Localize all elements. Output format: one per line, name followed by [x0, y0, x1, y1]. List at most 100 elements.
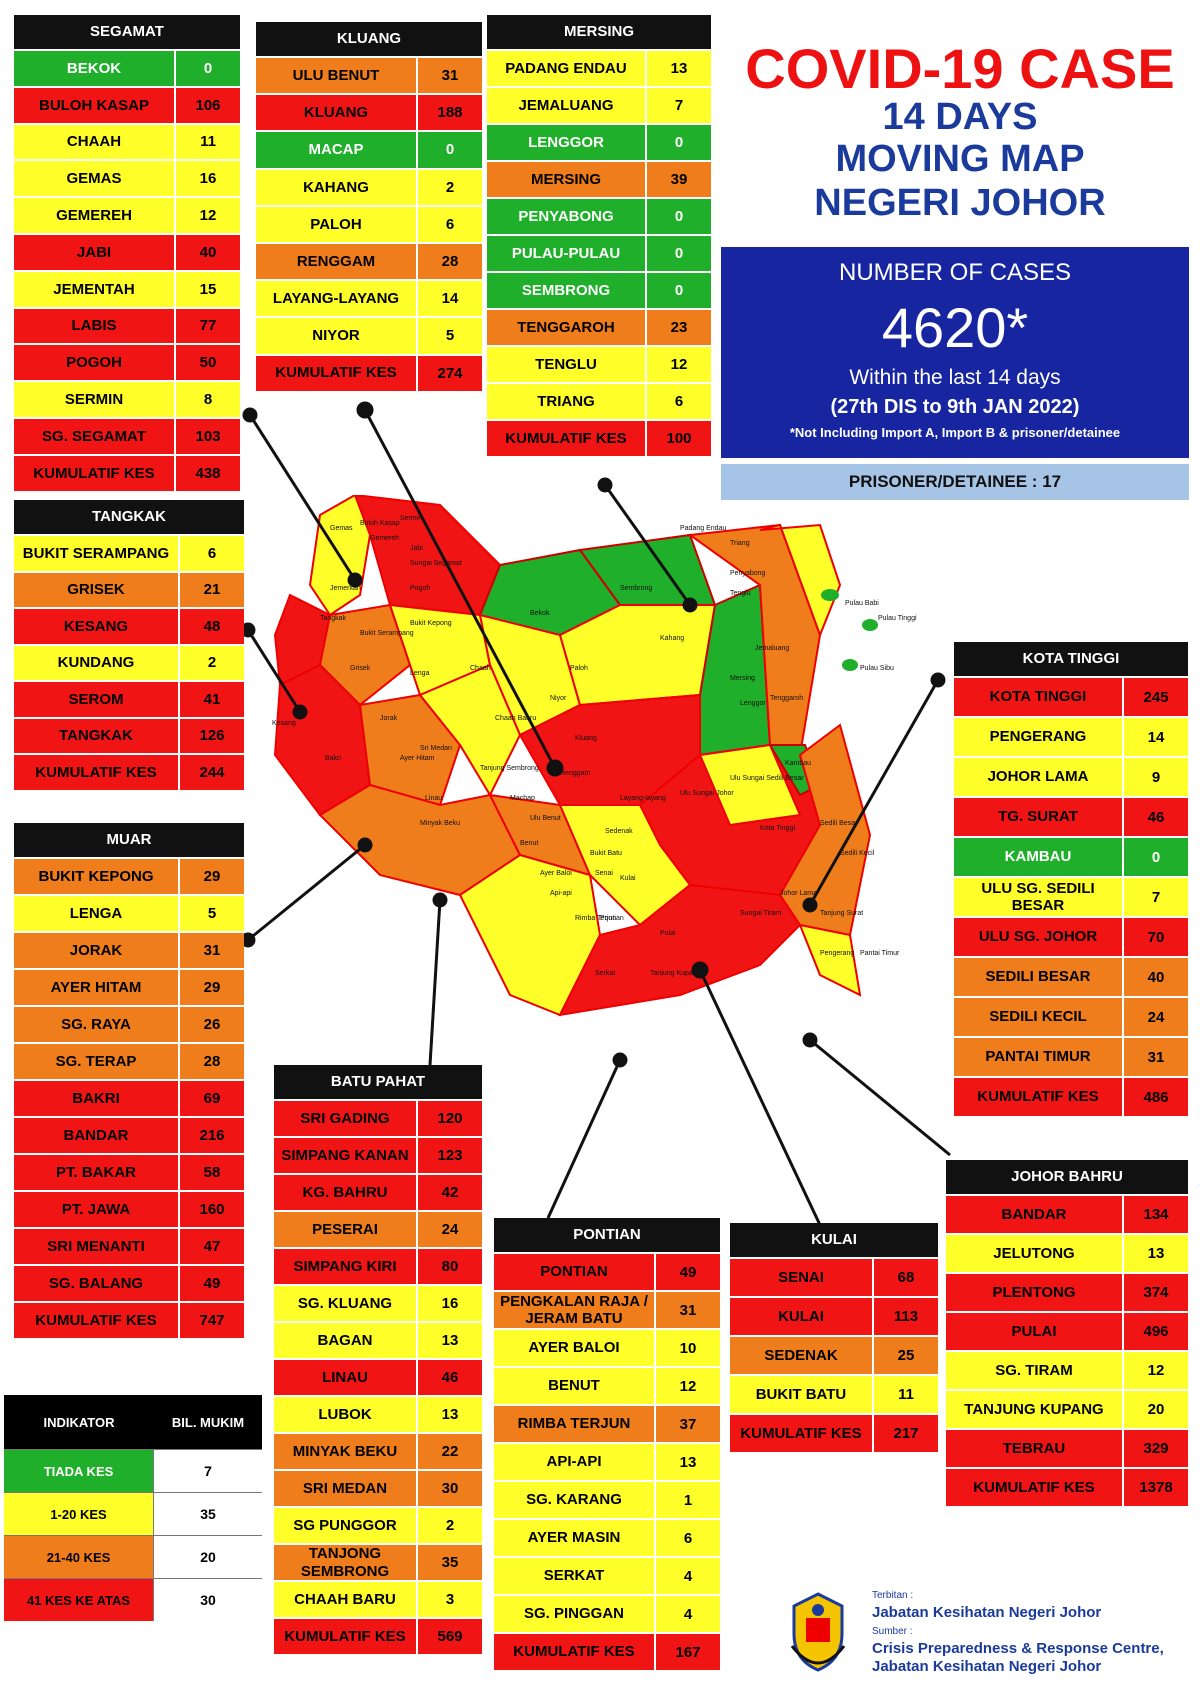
locality-name: BAGAN: [274, 1323, 416, 1358]
table-row: SEMBRONG 0: [487, 271, 711, 308]
map-island-pulau-sibu: [842, 659, 858, 671]
locality-name: NIYOR: [256, 318, 416, 354]
locality-name: SEDILI KECIL: [954, 998, 1122, 1036]
locality-name: SG. TERAP: [14, 1044, 178, 1079]
map-label: Api-api: [550, 890, 572, 897]
case-count: 188: [416, 95, 482, 131]
title-line-4: NEGERI JOHOR: [814, 182, 1106, 224]
indicator-label: 21-40 KES: [4, 1536, 153, 1578]
locality-name: KUMULATIF KES: [954, 1078, 1122, 1116]
table-row: TENGGAROH 23: [487, 308, 711, 345]
case-count: 13: [416, 1323, 482, 1358]
case-count: 4: [654, 1596, 720, 1632]
date-range: (27th DIS to 9th JAN 2022): [830, 396, 1080, 418]
sumber-label: Sumber :: [872, 1626, 913, 1637]
locality-name: TG. SURAT: [954, 798, 1122, 836]
locality-name: KESANG: [14, 609, 178, 644]
locality-name: ULU SG. SEDILI BESAR: [954, 878, 1122, 916]
map-label: Pulau Sibu: [860, 665, 894, 672]
locality-name: PADANG ENDAU: [487, 51, 645, 86]
district-title: MERSING: [487, 15, 711, 49]
case-count: 28: [178, 1044, 244, 1079]
locality-name: PT. JAWA: [14, 1192, 178, 1227]
table-row: KG. BAHRU 42: [274, 1173, 482, 1210]
locality-name: SERKAT: [494, 1558, 654, 1594]
table-kota-tinggi: KOTA TINGGI KOTA TINGGI 245 PENGERANG 14 JOHO…: [954, 642, 1188, 1116]
table-row: BANDAR 216: [14, 1116, 244, 1153]
locality-name: SIMPANG KIRI: [274, 1249, 416, 1284]
locality-name: CHAAH BARU: [274, 1582, 416, 1617]
title-main: COVID-19 CASE: [745, 37, 1175, 100]
table-row: CHAAH 11: [14, 122, 240, 160]
table-row: CHAAH BARU 3: [274, 1580, 482, 1617]
case-count: 20: [1122, 1391, 1188, 1428]
case-count: 46: [416, 1360, 482, 1395]
locality-name: KUMULATIF KES: [946, 1469, 1122, 1506]
case-count: 42: [416, 1175, 482, 1210]
case-count: 14: [1122, 718, 1188, 756]
map-label: Lenggor: [740, 700, 766, 707]
table-row: TRIANG 6: [487, 382, 711, 419]
table-row: PALOH 6: [256, 204, 482, 242]
map-label: Rimba Terjun: [575, 915, 616, 922]
case-count: 41: [178, 682, 244, 717]
locality-name: BANDAR: [14, 1118, 178, 1153]
locality-name: SRI MENANTI: [14, 1229, 178, 1264]
map-label: Grisek: [350, 665, 371, 672]
case-count: 0: [645, 125, 711, 160]
locality-name: PENYABONG: [487, 199, 645, 234]
table-row: KOTA TINGGI 245: [954, 676, 1188, 716]
table-row: NIYOR 5: [256, 316, 482, 354]
case-count: 6: [178, 536, 244, 571]
map-label: Machap: [510, 795, 535, 802]
map-label: Jabi: [410, 545, 423, 552]
case-count: 14: [416, 281, 482, 317]
case-count: 3: [416, 1582, 482, 1617]
case-count: 6: [416, 206, 482, 242]
case-count: 16: [174, 161, 240, 197]
map-label: Kesang: [272, 720, 296, 727]
table-row: ULU BENUT 31: [256, 56, 482, 94]
locality-name: MERSING: [487, 162, 645, 197]
case-count: 2: [416, 169, 482, 205]
locality-name: TENGGAROH: [487, 310, 645, 345]
indicator-label: TIADA KES: [4, 1450, 153, 1492]
case-count: 24: [1122, 998, 1188, 1036]
locality-name: SEMBRONG: [487, 273, 645, 308]
locality-name: KUNDANG: [14, 645, 178, 680]
map-label: Triang: [730, 540, 750, 547]
map-label: Paloh: [570, 665, 588, 672]
table-row: KAMBAU 0: [954, 836, 1188, 876]
locality-name: AYER HITAM: [14, 970, 178, 1005]
case-count: 7: [645, 88, 711, 123]
map-label: Penyabong: [730, 570, 766, 577]
case-count: 70: [1122, 918, 1188, 956]
locality-name: JEMENTAH: [14, 271, 174, 307]
indicator-row: 1-20 KES 35: [4, 1492, 262, 1535]
table-row: BAKRI 69: [14, 1079, 244, 1116]
table-row: PESERAI 24: [274, 1210, 482, 1247]
locality-name: API-API: [494, 1444, 654, 1480]
locality-name: SRI GADING: [274, 1101, 416, 1136]
map-label: Sungai Tiram: [740, 910, 781, 917]
locality-name: CHAAH: [14, 124, 174, 160]
map-label: Ayer Hitam: [400, 755, 435, 762]
district-title: SEGAMAT: [14, 15, 240, 49]
case-count: 13: [645, 51, 711, 86]
map-label: Jorak: [380, 715, 398, 722]
locality-name: SG. BALANG: [14, 1266, 178, 1301]
table-row: PULAI 496: [946, 1311, 1188, 1350]
map-region-ulu-sg-sedili-besar: [698, 743, 802, 827]
case-count: 31: [178, 933, 244, 968]
case-count: 2: [178, 645, 244, 680]
locality-name: BUKIT SERAMPANG: [14, 536, 178, 571]
case-count: 16: [416, 1286, 482, 1321]
case-count: 747: [178, 1303, 244, 1338]
locality-name: KUMULATIF KES: [274, 1619, 416, 1654]
map-label: Sri Medan: [420, 745, 452, 752]
indicator-label: 41 KES KE ATAS: [4, 1579, 153, 1621]
table-row: SG. PINGGAN 4: [494, 1594, 720, 1632]
locality-name: LAYANG-LAYANG: [256, 281, 416, 317]
table-mersing: MERSING PADANG ENDAU 13 JEMALUANG 7 LENGGOR 0 M…: [487, 15, 711, 456]
table-row: MACAP 0: [256, 130, 482, 168]
